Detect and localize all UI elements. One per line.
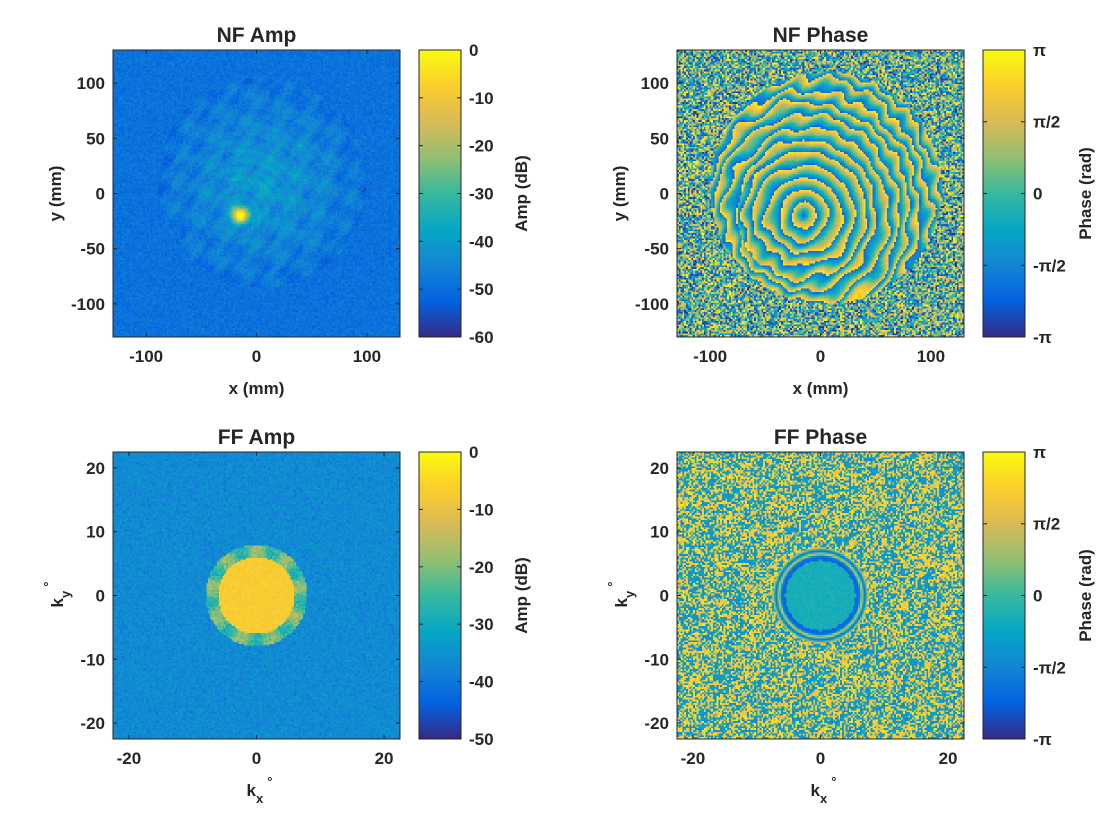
colorbar-tick-label: -10	[469, 89, 494, 108]
chart-title: FF Phase	[774, 426, 867, 449]
y-tick-label: 50	[650, 129, 669, 148]
y-axis-label: y (mm)	[46, 166, 65, 222]
colorbar-label: Amp (dB)	[512, 557, 531, 633]
colorbar-tick-label: -30	[469, 185, 494, 204]
chart-title: NF Phase	[773, 24, 869, 47]
colorbar-tick-label: 0	[1033, 587, 1042, 606]
colorbar-tick-label: -40	[469, 232, 494, 251]
x-tick-label: -100	[693, 347, 727, 366]
colorbar-tick-label: -π	[1033, 730, 1052, 749]
colorbar-tick-label: -60	[469, 328, 494, 347]
x-tick-label: -20	[117, 749, 142, 768]
x-tick-label: 0	[252, 347, 261, 366]
y-tick-label: 20	[650, 459, 669, 478]
x-axis-label: kx°	[247, 774, 273, 806]
colorbar-tick-label: -20	[469, 558, 494, 577]
colorbar-tick-label: -10	[469, 500, 494, 519]
colorbar-tick-label: π/2	[1033, 515, 1060, 534]
chart-title: NF Amp	[217, 24, 297, 47]
colorbar-nf_phase	[983, 50, 1025, 337]
colorbar-nf_amp	[419, 50, 461, 337]
x-axis-label: kx°	[811, 774, 837, 806]
x-tick-label: 0	[816, 749, 825, 768]
y-tick-label: -10	[80, 650, 105, 669]
y-axis-label-sup: °	[605, 582, 620, 587]
y-tick-label: 100	[77, 74, 105, 93]
colorbar-label: Phase (rad)	[1076, 549, 1095, 642]
y-tick-label: -50	[644, 240, 669, 259]
heatmap-nf_phase	[677, 50, 964, 337]
colorbar-ff_amp	[419, 452, 461, 739]
x-tick-label: 100	[917, 347, 945, 366]
y-axis-label-sub: y	[622, 590, 637, 598]
colorbar-tick-label: -50	[469, 730, 494, 749]
x-tick-label: 20	[375, 749, 394, 768]
x-tick-label: 100	[353, 347, 381, 366]
y-tick-label: -100	[71, 295, 105, 314]
y-axis-label-sup: °	[41, 582, 56, 587]
y-axis-label: y (mm)	[610, 166, 629, 222]
y-tick-label: -100	[635, 295, 669, 314]
colorbar-ff_phase	[983, 452, 1025, 739]
colorbar-tick-label: -20	[469, 137, 494, 156]
x-axis-label-sup: °	[267, 774, 272, 789]
x-axis-label-sup: °	[831, 774, 836, 789]
panel-ff_phase: FF Phase -20 0 20 -20 -10 0 10 20 kx° ky° π π/2 0 -π/2…	[605, 426, 1095, 806]
heatmap-ff_amp	[113, 452, 400, 739]
y-axis-label-sub: y	[58, 590, 73, 598]
y-tick-label: 0	[96, 185, 105, 204]
y-tick-label: -10	[644, 650, 669, 669]
colorbar-tick-label: π/2	[1033, 113, 1060, 132]
heatmap-nf_amp	[113, 50, 400, 337]
y-tick-label: -20	[644, 714, 669, 733]
x-tick-label: 0	[252, 749, 261, 768]
colorbar-tick-label: π	[1033, 41, 1046, 60]
y-tick-label: -20	[80, 714, 105, 733]
x-axis-label-sub: x	[820, 791, 828, 806]
y-tick-label: 20	[86, 459, 105, 478]
x-axis-label-sub: x	[256, 791, 264, 806]
colorbar-tick-label: -π	[1033, 328, 1052, 347]
colorbar-tick-label: -50	[469, 280, 494, 299]
x-tick-label: -20	[681, 749, 706, 768]
colorbar-tick-label: -30	[469, 615, 494, 634]
x-axis-label: x (mm)	[229, 379, 285, 398]
y-axis-label: ky°	[41, 582, 73, 608]
colorbar-tick-label: 0	[1033, 185, 1042, 204]
colorbar-tick-label: π	[1033, 443, 1046, 462]
y-tick-label: 0	[96, 587, 105, 606]
x-tick-label: 0	[816, 347, 825, 366]
x-axis-label: x (mm)	[793, 379, 849, 398]
colorbar-tick-label: 0	[469, 443, 478, 462]
colorbar-tick-label: -40	[469, 673, 494, 692]
colorbar-label: Phase (rad)	[1076, 147, 1095, 240]
y-tick-label: 100	[641, 74, 669, 93]
y-tick-label: 10	[650, 523, 669, 542]
x-tick-label: 20	[939, 749, 958, 768]
chart-title: FF Amp	[218, 426, 295, 449]
y-tick-label: 0	[660, 185, 669, 204]
x-tick-label: -100	[129, 347, 163, 366]
panel-ff_amp: FF Amp -20 0 20 -20 -10 0 10 20 kx° ky° 0 -10 -20 -30 -…	[41, 426, 531, 806]
colorbar-tick-label: 0	[469, 41, 478, 60]
y-axis-label: ky°	[605, 582, 637, 608]
heatmap-ff_phase	[677, 452, 964, 739]
y-tick-label: -50	[80, 240, 105, 259]
colorbar-tick-label: -π/2	[1033, 256, 1066, 275]
y-tick-label: 50	[86, 129, 105, 148]
figure: NF Amp-100 0 100-100-50050100x (mm)y (mm)0…	[0, 0, 1119, 835]
panel-nf_phase: NF Phase -100 0 100 -100 -50 0 50 100 x (mm) y (mm…	[610, 24, 1095, 398]
colorbar-tick-label: -π/2	[1033, 658, 1066, 677]
y-tick-label: 0	[660, 587, 669, 606]
y-tick-label: 10	[86, 523, 105, 542]
panel-nf_amp: NF Amp -100 0 100 -100 -50 0 50 100 x (mm) y (mm) 0…	[46, 24, 531, 398]
colorbar-label: Amp (dB)	[512, 155, 531, 231]
